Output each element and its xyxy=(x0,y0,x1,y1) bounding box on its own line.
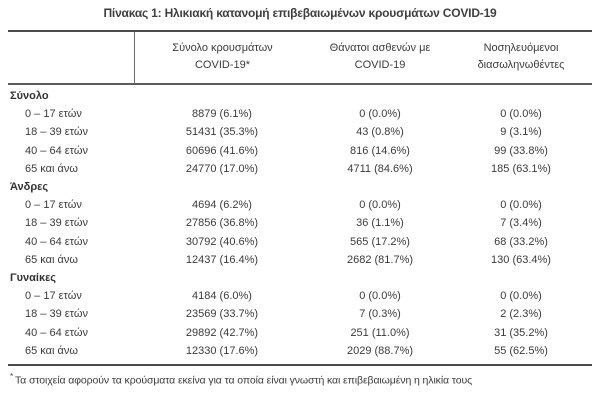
age-group-label: 40 – 64 ετών xyxy=(25,144,88,157)
cases-value: 51431 (35.3%) xyxy=(185,126,259,139)
deaths-value: 43 (0.8%) xyxy=(356,126,404,139)
age-group-label: 65 και άνω xyxy=(25,162,78,175)
deaths-value: 0 (0.0%) xyxy=(359,108,401,121)
table-body: Σύνολο 0 – 17 ετών 8879 (6.1%) 0 (0.0%) … xyxy=(8,85,592,367)
cases-value: 27856 (36.8%) xyxy=(185,217,259,230)
age-group-label: 0 – 17 ετών xyxy=(25,108,82,121)
cases-value: 24770 (17.0%) xyxy=(185,162,259,175)
header-cell-cases: Σύνολο κρουσμάτων COVID-19* xyxy=(134,32,310,83)
intubated-value: 55 (62.5%) xyxy=(494,344,548,357)
age-group-label: 40 – 64 ετών xyxy=(25,326,88,339)
deaths-value: 816 (14.6%) xyxy=(350,144,410,157)
intubated-value: 130 (63.4%) xyxy=(491,253,551,266)
deaths-value: 0 (0.0%) xyxy=(359,199,401,212)
header-cell-intubated: Νοσηλευόμενοι διασωληνωθέντες xyxy=(450,32,592,83)
section-header-men: Άνδρες xyxy=(8,178,592,196)
cases-value: 23569 (33.7%) xyxy=(185,308,259,321)
cases-value: 4694 (6.2%) xyxy=(192,199,252,212)
table-row: 18 – 39 ετών 23569 (33.7%) 7 (0.3%) 2 (2… xyxy=(8,305,592,323)
intubated-value: 0 (0.0%) xyxy=(500,199,542,212)
intubated-value: 99 (33.8%) xyxy=(494,144,548,157)
deaths-value: 251 (11.0%) xyxy=(350,326,410,339)
deaths-value: 7 (0.3%) xyxy=(359,308,401,321)
table-row: 40 – 64 ετών 29892 (42.7%) 251 (11.0%) 3… xyxy=(8,324,592,342)
age-group-label: 65 και άνω xyxy=(25,253,78,266)
age-group-label: 0 – 17 ετών xyxy=(25,199,82,212)
header-deaths-line1: Θάνατοι ασθενών με xyxy=(329,42,431,54)
section-header-women: Γυναίκες xyxy=(8,269,592,287)
header-cell-deaths: Θάνατοι ασθενών με COVID-19 xyxy=(310,32,450,83)
header-cell-empty xyxy=(8,32,134,83)
age-group-label: 18 – 39 ετών xyxy=(25,126,88,139)
table-header-row: Σύνολο κρουσμάτων COVID-19* Θάνατοι ασθε… xyxy=(8,30,592,85)
cases-value: 12437 (16.4%) xyxy=(185,253,259,266)
table-row: 65 και άνω 24770 (17.0%) 4711 (84.6%) 18… xyxy=(8,160,592,178)
table-row: 65 και άνω 12330 (17.6%) 2029 (88.7%) 55… xyxy=(8,342,592,360)
header-intubated-line2: διασωληνωθέντες xyxy=(477,59,565,71)
intubated-value: 68 (33.2%) xyxy=(494,235,548,248)
age-group-label: 18 – 39 ετών xyxy=(25,217,88,230)
section-header-total: Σύνολο xyxy=(8,87,592,105)
cases-value: 4184 (6.0%) xyxy=(192,290,252,303)
table-row: 65 και άνω 12437 (16.4%) 2682 (81.7%) 13… xyxy=(8,251,592,269)
table-row: 0 – 17 ετών 4694 (6.2%) 0 (0.0%) 0 (0.0%… xyxy=(8,196,592,214)
deaths-value: 0 (0.0%) xyxy=(359,290,401,303)
intubated-value: 7 (3.4%) xyxy=(500,217,542,230)
cases-value: 29892 (42.7%) xyxy=(185,326,259,339)
deaths-value: 565 (17.2%) xyxy=(350,235,410,248)
table-row: 0 – 17 ετών 8879 (6.1%) 0 (0.0%) 0 (0.0%… xyxy=(8,105,592,123)
cases-value: 12330 (17.6%) xyxy=(185,344,259,357)
cases-value: 60696 (41.6%) xyxy=(185,144,259,157)
covid-age-table: Σύνολο κρουσμάτων COVID-19* Θάνατοι ασθε… xyxy=(8,30,592,367)
table-row: 40 – 64 ετών 30792 (40.6%) 565 (17.2%) 6… xyxy=(8,233,592,251)
intubated-value: 9 (3.1%) xyxy=(500,126,542,139)
header-intubated-line1: Νοσηλευόμενοι xyxy=(483,42,559,54)
age-group-label: 40 – 64 ετών xyxy=(25,235,88,248)
intubated-value: 0 (0.0%) xyxy=(500,108,542,121)
intubated-value: 31 (35.2%) xyxy=(494,326,548,339)
age-group-label: 18 – 39 ετών xyxy=(25,308,88,321)
table-row: 0 – 17 ετών 4184 (6.0%) 0 (0.0%) 0 (0.0%… xyxy=(8,287,592,305)
intubated-value: 185 (63.1%) xyxy=(491,162,551,175)
section-label: Σύνολο xyxy=(10,90,49,102)
section-label: Άνδρες xyxy=(10,181,49,194)
cases-value: 30792 (40.6%) xyxy=(185,235,259,248)
cases-value: 8879 (6.1%) xyxy=(192,108,252,121)
table-row: 40 – 64 ετών 60696 (41.6%) 816 (14.6%) 9… xyxy=(8,142,592,160)
header-deaths-line2: COVID-19 xyxy=(354,59,406,71)
header-cases-line2: COVID-19* xyxy=(194,59,251,71)
intubated-value: 2 (2.3%) xyxy=(500,308,542,321)
section-label: Γυναίκες xyxy=(10,272,57,285)
table-row: 18 – 39 ετών 27856 (36.8%) 36 (1.1%) 7 (… xyxy=(8,214,592,232)
age-group-label: 65 και άνω xyxy=(25,344,78,357)
footnote-text: Τα στοιχεία αφορούν τα κρούσματα εκείνα … xyxy=(15,374,473,387)
header-cases-line1: Σύνολο κρουσμάτων xyxy=(172,42,273,54)
deaths-value: 2029 (88.7%) xyxy=(346,344,414,357)
age-group-label: 0 – 17 ετών xyxy=(25,290,82,303)
table-footnote: * Τα στοιχεία αφορούν τα κρούσματα εκείνα… xyxy=(10,372,592,387)
table-row: 18 – 39 ετών 51431 (35.3%) 43 (0.8%) 9 (… xyxy=(8,123,592,141)
deaths-value: 36 (1.1%) xyxy=(356,217,404,230)
deaths-value: 2682 (81.7%) xyxy=(346,253,414,266)
footnote-marker: * xyxy=(10,372,14,381)
table-title: Πίνακας 1: Ηλικιακή κατανομή επιβεβαιωμέ… xyxy=(103,6,497,20)
intubated-value: 0 (0.0%) xyxy=(500,290,542,303)
deaths-value: 4711 (84.6%) xyxy=(347,162,413,175)
